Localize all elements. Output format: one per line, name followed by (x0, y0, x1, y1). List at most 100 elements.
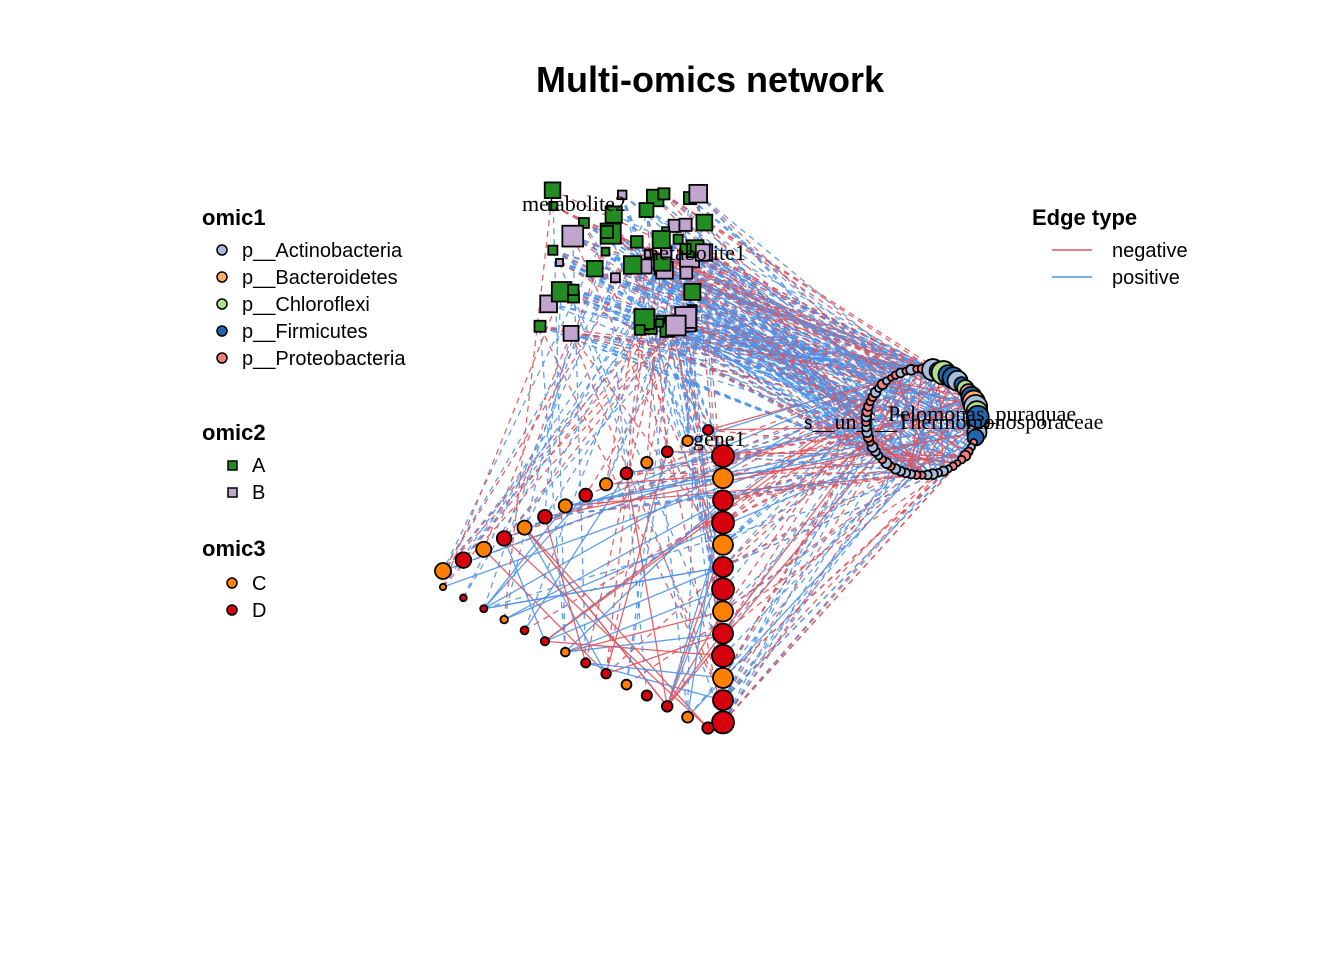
diagonal-node (702, 424, 714, 436)
lower-diagonal-node (681, 710, 695, 724)
legend-omic2-title: omic2 (202, 420, 266, 445)
network-nodes (434, 181, 990, 735)
network-edge (605, 325, 677, 674)
square-node (683, 282, 702, 301)
square-node (555, 257, 564, 267)
network-edge (442, 326, 651, 572)
legend-omic2: omic2 A B (202, 420, 266, 504)
lower-diagonal-node (640, 689, 653, 702)
network-edge (462, 326, 646, 561)
network-edge (631, 265, 689, 442)
network-edge (523, 251, 667, 631)
square-node (600, 246, 611, 257)
diagonal-node (681, 434, 694, 447)
legend-omic1-title: omic1 (202, 205, 266, 230)
network-edge (523, 473, 628, 631)
column-node (712, 533, 734, 556)
legend-omic2-label-0: A (252, 455, 266, 477)
legend-omic2-label-1: B (252, 482, 265, 504)
network-edge (483, 377, 892, 610)
network-edge (573, 296, 892, 467)
legend-omic1-label-2: p__Chloroflexi (242, 294, 370, 316)
network-edge (722, 474, 917, 635)
network-edge (565, 588, 724, 653)
diagonal-node (660, 445, 674, 459)
network-edge (866, 396, 972, 433)
network-edge (442, 272, 687, 572)
network-edge (605, 372, 944, 675)
network-edge (663, 193, 969, 393)
network-edge (722, 369, 912, 457)
square-node (604, 205, 623, 224)
network-edge (722, 455, 966, 723)
network-edge (544, 431, 978, 518)
network-edge (626, 426, 978, 475)
network-edge (503, 537, 709, 729)
network-edge (605, 326, 646, 674)
diagonal-node (537, 509, 553, 525)
network-edge (503, 538, 546, 642)
network-edge (605, 451, 668, 674)
network-edge (572, 235, 724, 568)
square-node (672, 233, 684, 245)
square-node (630, 235, 644, 249)
diagonal-node (578, 487, 593, 503)
network-edge (544, 640, 724, 657)
legend-edge-label-0: negative (1112, 240, 1188, 262)
column-node (711, 510, 735, 535)
network-edge (675, 325, 724, 457)
network-edge (552, 206, 566, 653)
network-edge (660, 239, 912, 475)
square-node (651, 230, 671, 250)
network-edge (606, 468, 949, 485)
network-edge (667, 329, 896, 376)
lower-diagonal-node (459, 593, 468, 603)
network-edge (691, 308, 976, 439)
lower-diagonal-node (620, 678, 633, 691)
legend-omic3-label-0: C (252, 573, 266, 595)
network-edge (442, 411, 868, 572)
network-edge (703, 252, 907, 474)
square-node (533, 319, 547, 333)
network-edge (722, 380, 887, 524)
legend-omic1-label-0: p__Actinobacteria (242, 240, 403, 262)
ring-node (965, 404, 990, 429)
network-edge (722, 470, 901, 568)
network-edge (524, 405, 869, 529)
network-edge (585, 662, 724, 679)
network-edges (442, 189, 979, 729)
network-edge (626, 431, 868, 475)
network-edge (564, 499, 724, 653)
legend-edge-label-1: positive (1112, 267, 1180, 289)
column-node (711, 444, 735, 468)
network-edge (659, 268, 934, 475)
network-edge (872, 396, 923, 476)
network-edge (722, 369, 912, 634)
square-node (654, 318, 665, 328)
network-edge (442, 264, 634, 572)
square-node (547, 244, 559, 256)
network-edge (442, 329, 668, 572)
legend-omic1-label-3: p__Firmicutes (242, 321, 368, 343)
network-edge (722, 426, 867, 568)
network-edge (865, 401, 974, 423)
network-edge (462, 197, 656, 599)
network-edge (483, 333, 572, 550)
network-edge (503, 499, 724, 621)
network-edge (625, 317, 687, 685)
network-edge (890, 377, 979, 428)
legend-omic1-swatch-1 (216, 271, 228, 283)
network-edge (644, 325, 969, 453)
square-node (657, 187, 671, 201)
network-edge (722, 451, 970, 679)
network-edge (697, 193, 912, 371)
plot-title: Multi-omics network (536, 59, 885, 100)
network-edge (573, 289, 907, 474)
diagonal-node (516, 519, 533, 536)
network-edge (594, 268, 724, 479)
lower-diagonal-node (539, 636, 550, 647)
network-edge (585, 372, 901, 496)
network-edge (462, 322, 660, 561)
lower-diagonal-node (580, 657, 592, 669)
network-edge (665, 230, 962, 461)
